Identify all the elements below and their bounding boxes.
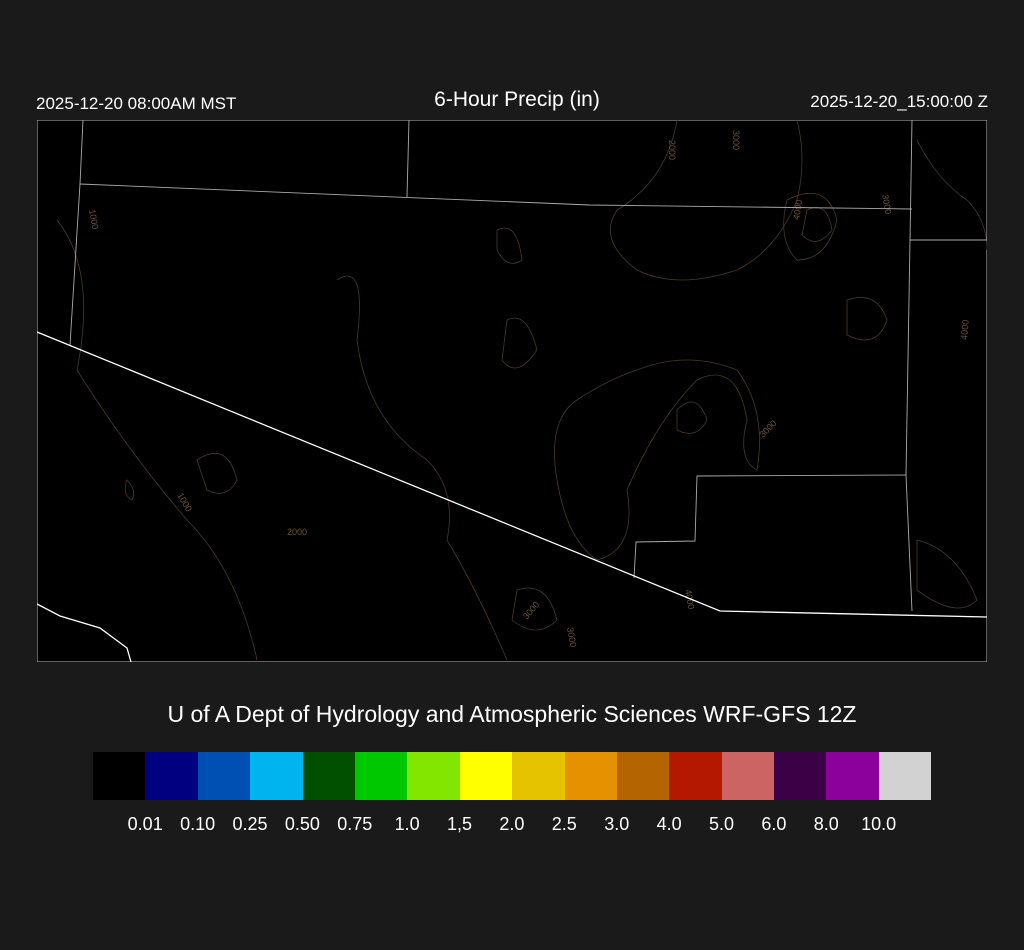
colorbar-swatch	[616, 752, 670, 800]
contour-label: 2000	[667, 140, 677, 160]
contour-label: 4000	[959, 319, 971, 340]
contour-label: 3000	[731, 130, 741, 150]
colorbar-label: 0.75	[337, 814, 373, 834]
colorbar-label: 0.25	[232, 814, 268, 834]
colorbar-swatch	[354, 752, 408, 800]
colorbar-swatch	[407, 752, 460, 800]
colorbar-swatch	[302, 752, 355, 800]
colorbar-swatch	[669, 752, 722, 800]
colorbar-swatch	[826, 752, 879, 800]
map-title: 6-Hour Precip (in)	[434, 88, 600, 111]
colorbar-label: 5.0	[708, 814, 734, 834]
colorbar	[93, 752, 932, 800]
colorbar-label: 0.10	[180, 814, 216, 834]
colorbar-swatch	[197, 752, 251, 800]
colorbar-swatch	[774, 752, 827, 800]
colorbar-swatch	[93, 752, 146, 800]
colorbar-label: 0.01	[127, 814, 163, 834]
map-frame	[37, 120, 987, 662]
contour-label: 2000	[287, 527, 307, 537]
international-border	[37, 331, 987, 662]
contour-label: 1000	[87, 209, 100, 230]
colorbar-swatch	[459, 752, 513, 800]
contour-label: 4000	[791, 199, 804, 220]
colorbar-label: 2.5	[551, 814, 577, 834]
colorbar-swatch	[145, 752, 198, 800]
valid-time-utc: 2025-12-20_15:00:00 Z	[810, 92, 988, 111]
colorbar-labels: 0.01 0.10 0.25 0.50 0.75 1.0 1,5 2.0 2.5 3.0 4.0 5.…	[93, 814, 905, 835]
colorbar-swatch	[878, 752, 932, 800]
colorbar-label: 10.0	[861, 814, 897, 834]
colorbar-label: 8.0	[813, 814, 839, 834]
colorbar-swatch	[564, 752, 617, 800]
colorbar-label: 4.0	[656, 814, 682, 834]
colorbar-label: 6.0	[761, 814, 787, 834]
valid-time-local: 2025-12-20 08:00AM MST	[36, 94, 237, 113]
contour-label: 3000	[565, 627, 578, 648]
terrain-contours	[56, 120, 987, 661]
colorbar-swatch	[512, 752, 565, 800]
colorbar-swatch	[250, 752, 303, 800]
contour-label: 3000	[880, 194, 893, 215]
contour-label: 4000	[683, 589, 696, 610]
colorbar-swatch	[721, 752, 775, 800]
precip-map: 2000 3000 4000 3000 1000 4000 3000 1000 …	[37, 120, 987, 662]
colorbar-label: 2.0	[499, 814, 525, 834]
model-credit: U of A Dept of Hydrology and Atmospheric…	[167, 701, 857, 727]
colorbar-label: 3.0	[604, 814, 630, 834]
colorbar-label: 1.0	[394, 814, 420, 834]
colorbar-label: 1,5	[447, 814, 473, 834]
colorbar-label: 0.50	[284, 814, 320, 834]
state-boundaries	[69, 120, 987, 612]
